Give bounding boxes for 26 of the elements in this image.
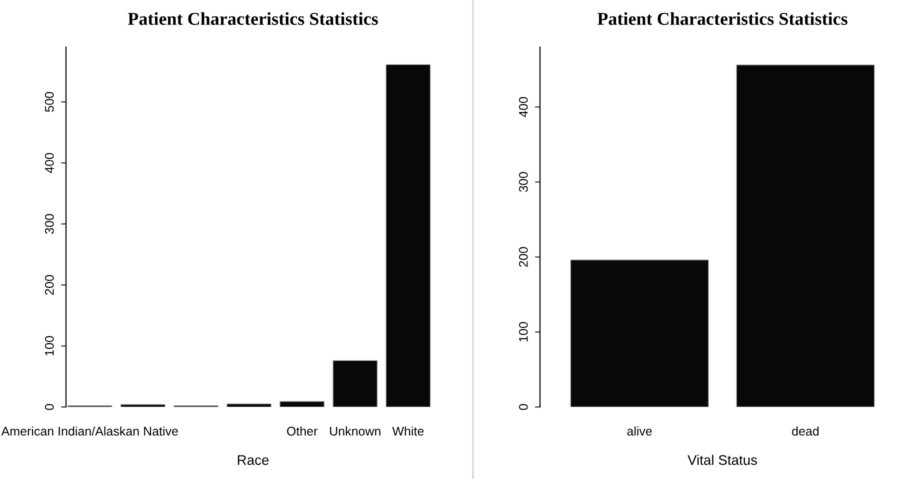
x-axis-title: Vital Status: [688, 454, 758, 465]
x-tick-label: dead: [792, 426, 819, 436]
x-tick-label: White: [392, 426, 424, 436]
y-tick-label: 400: [518, 97, 528, 118]
x-tick-label: Unknown: [330, 426, 380, 436]
y-tick-label: 500: [44, 92, 54, 112]
y-tick-label: 200: [44, 275, 54, 295]
x-axis-title: Race: [238, 455, 269, 465]
chart-title: Patient Characteristics Statistics: [597, 12, 848, 25]
x-tick-label: alive: [627, 426, 652, 436]
bar: [280, 401, 324, 407]
y-tick-label: 200: [518, 247, 528, 267]
bar: [386, 64, 431, 407]
y-tick-label: 0: [518, 404, 528, 410]
bar: [226, 404, 272, 407]
x-tick-label: Other: [287, 426, 318, 436]
y-tick-label: 0: [44, 404, 54, 410]
y-tick-label: 300: [44, 214, 54, 234]
bar: [120, 404, 166, 407]
y-tick-label: 400: [44, 152, 54, 174]
y-tick-label: 100: [44, 336, 54, 356]
bar: [332, 360, 378, 407]
y-tick-label: 300: [518, 172, 528, 192]
y-tick-label: 100: [518, 322, 528, 342]
x-tick-label: American Indian/Alaskan Native: [1, 426, 178, 436]
chart-title: Patient Characteristics Statistics: [128, 12, 378, 25]
